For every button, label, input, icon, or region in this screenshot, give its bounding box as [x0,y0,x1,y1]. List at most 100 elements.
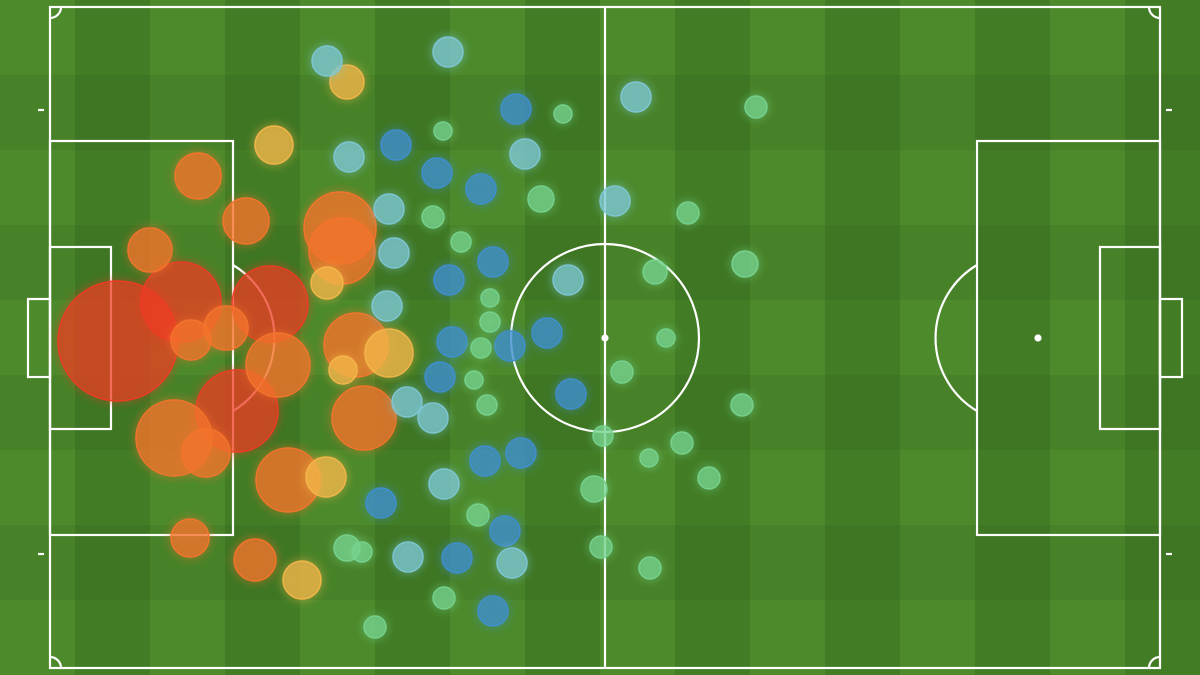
heatmap-point-disc [428,468,460,500]
heatmap-point-disc [392,541,424,573]
heatmap-point [608,358,636,386]
heatmap-point [668,429,696,457]
heatmap-point-disc [505,437,537,469]
heatmap-point [419,155,455,191]
right-penalty-arc [934,264,978,412]
heatmap-point [426,466,462,502]
heatmap-point-disc [500,93,532,125]
heatmap-point [640,257,670,287]
heatmap-point-disc [282,560,322,600]
heatmap-point [329,383,399,453]
heatmap-point-disc [378,237,410,269]
heatmap-point-disc [731,250,759,278]
heatmap-point-disc [254,125,294,165]
heatmap-point [477,309,503,335]
heatmap-points [55,34,770,641]
heatmap-point-disc [639,448,659,468]
heatmap-point [439,540,475,576]
heatmap-point [309,43,345,79]
heatmap-point-disc [494,330,526,362]
heatmap-point-disc [170,518,210,558]
heatmap-point-disc [697,466,721,490]
heatmap-point [463,171,499,207]
heatmap-point-disc [371,290,403,322]
heatmap-point [415,400,451,436]
heatmap-point-disc [432,36,464,68]
grass-stripe [825,0,901,675]
heatmap-point-disc [450,231,472,253]
heatmap-point-disc [333,141,365,173]
heatmap-point [243,330,313,400]
heatmap-point [742,93,770,121]
heatmap-point [590,423,616,449]
heatmap-point [308,264,346,302]
heatmap-point-disc [380,129,412,161]
heatmap-point-disc [181,428,231,478]
heatmap-point [434,324,470,360]
heatmap-point-disc [424,361,456,393]
heatmap-point [729,248,761,280]
heatmap-point [507,136,543,172]
heatmap-point-disc [441,542,473,574]
heatmap-point-disc [331,385,397,451]
heatmap-point [280,558,324,602]
heatmap-point-disc [479,311,501,333]
heatmap-point-disc [670,431,694,455]
heatmap-point-disc [391,386,423,418]
heatmap-point [637,446,661,470]
heatmap-point-disc [552,264,584,296]
heatmap-point-disc [553,104,573,124]
right-goal [1158,297,1184,379]
grass-stripe [900,0,976,675]
heatmap-point [553,376,589,412]
heatmap-point [168,516,212,560]
heatmap-point [362,326,416,380]
heatmap-point-disc [464,370,484,390]
heatmap-point-disc [638,556,662,580]
heatmap-point-disc [676,201,700,225]
heatmap-point [578,473,610,505]
heatmap-point-disc [222,197,270,245]
heatmap-point [376,235,412,271]
heatmap-point [378,127,414,163]
heatmap-point [231,536,279,584]
heatmap-point-disc [476,394,498,416]
heatmap-point [326,353,360,387]
heatmap-point [331,139,367,175]
heatmap-point [494,545,530,581]
heatmap-point [303,454,349,500]
heatmap-point-disc [465,173,497,205]
heatmap-point-disc [436,326,468,358]
heatmap-point [475,593,511,629]
heatmap-point-disc [480,288,500,308]
heatmap-point-disc [477,595,509,627]
heatmap-point-disc [469,445,501,477]
heatmap-point-disc [599,185,631,217]
heatmap-point-disc [233,538,277,582]
heatmap-point-disc [496,547,528,579]
corner-arc-bottom-left [49,655,63,669]
heatmap-point-disc [656,328,676,348]
grass-stripe [1050,0,1126,675]
heatmap-point-disc [421,205,445,229]
heatmap-point-disc [373,193,405,225]
heatmap-point-disc [328,355,358,385]
heatmap-point [587,533,615,561]
heatmap-point-disc [527,185,555,213]
heatmap-point-disc [365,487,397,519]
heatmap-point-disc [421,157,453,189]
center-spot [601,334,609,342]
heatmap-point [525,183,557,215]
heatmap-point-disc [580,475,608,503]
heatmap-point-disc [310,266,344,300]
heatmap-point [431,119,455,143]
heatmap-point [369,288,405,324]
heatmap-point [550,262,586,298]
heatmap-point-disc [127,227,173,273]
heatmap-point-disc [744,95,768,119]
grass-stripe [675,0,751,675]
heatmap-point-disc [433,121,453,141]
heatmap-point-disc [174,152,222,200]
heatmap-point-disc [592,425,614,447]
